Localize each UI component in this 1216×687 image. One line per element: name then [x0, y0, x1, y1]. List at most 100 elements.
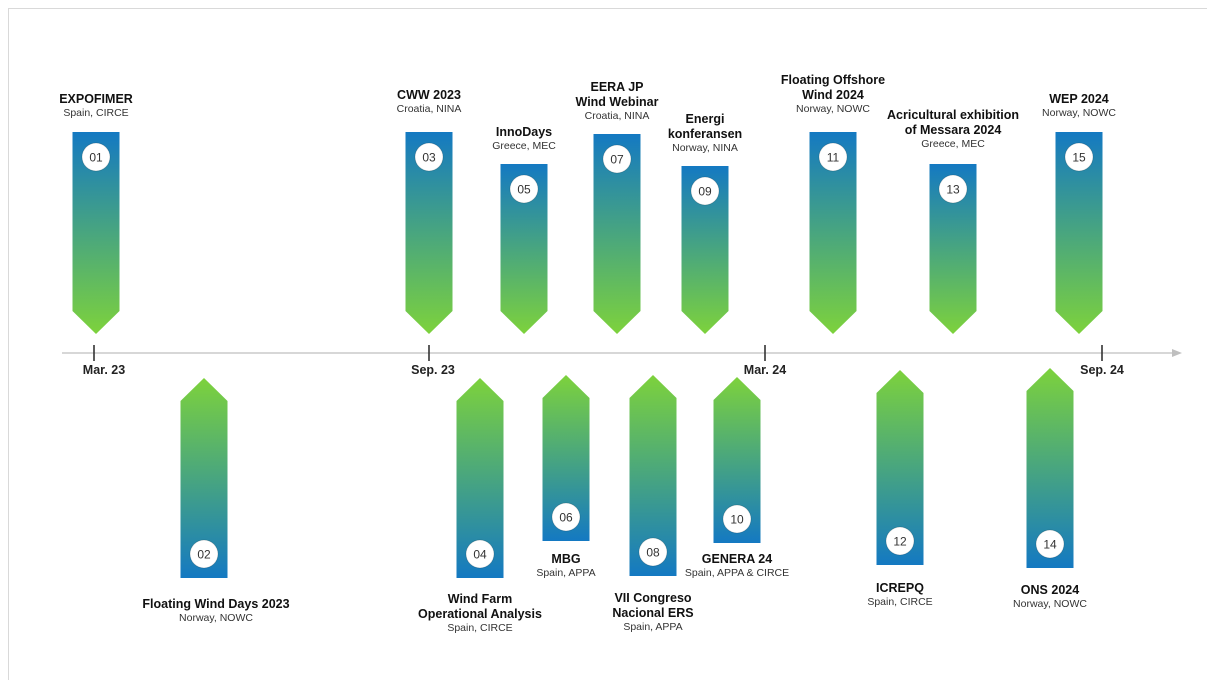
event-location: Norway, NOWC [1042, 107, 1116, 119]
event-number-badge [885, 526, 915, 556]
arrow-shape [180, 378, 228, 578]
event-number-badge [690, 176, 720, 206]
event-location: Spain, CIRCE [447, 622, 513, 634]
event-arrow-14: 14 [1026, 368, 1074, 568]
event-number: 13 [946, 183, 960, 197]
event-number-badge [465, 539, 495, 569]
event-label-12: ICREPQ Spain, CIRCE [867, 581, 932, 609]
event-arrow-12: 12 [876, 370, 924, 565]
event-label-01: EXPOFIMER Spain, CIRCE [59, 92, 133, 120]
timeline-axis [62, 345, 1182, 361]
event-arrow-08: 08 [629, 375, 677, 576]
event-label-06: MBG Spain, APPA [536, 552, 595, 580]
arrow-shape [405, 132, 453, 334]
event-title: Floating Offshore Wind 2024 [780, 73, 886, 102]
event-location: Spain, APPA & CIRCE [684, 567, 790, 579]
arrow-shape [72, 132, 120, 334]
event-location: Norway, NOWC [1013, 598, 1087, 610]
arrow-shape [681, 166, 729, 334]
event-label-14: ONS 2024 Norway, NOWC [1013, 583, 1087, 611]
event-number-badge [602, 144, 632, 174]
event-number-badge [938, 174, 968, 204]
event-number-badge [551, 502, 581, 532]
arrow-shape [593, 134, 641, 334]
event-label-02: Floating Wind Days 2023 Norway, NOWC [142, 597, 289, 625]
event-location: Norway, NOWC [179, 612, 253, 624]
event-number: 05 [517, 183, 531, 197]
event-title: VII Congreso Nacional ERS [612, 591, 694, 620]
event-location: Spain, APPA [623, 621, 683, 633]
event-arrow-02: 02 [180, 378, 228, 578]
event-location: Greece, MEC [921, 138, 985, 150]
event-number-badge [1035, 529, 1065, 559]
event-number-badge [189, 539, 219, 569]
event-number-badge [414, 142, 444, 172]
arrow-shape [809, 132, 857, 334]
event-arrow-15: 15 [1055, 132, 1103, 334]
event-arrow-05: 05 [500, 164, 548, 334]
event-label-10: GENERA 24 Spain, APPA & CIRCE [685, 552, 789, 580]
event-number: 06 [559, 511, 573, 525]
event-title: ONS 2024 [1020, 583, 1080, 597]
event-arrow-06: 06 [542, 375, 590, 541]
event-title: CWW 2023 [397, 88, 461, 102]
event-number: 07 [610, 153, 624, 167]
event-arrow-10: 10 [713, 377, 761, 543]
event-label-11: Floating Offshore Wind 2024 Norway, NOWC [781, 73, 885, 116]
event-number: 14 [1043, 538, 1057, 552]
event-location: Greece, MEC [492, 140, 556, 152]
event-arrow-07: 07 [593, 134, 641, 334]
event-arrow-03: 03 [405, 132, 453, 334]
event-location: Spain, CIRCE [867, 596, 933, 608]
event-label-15: WEP 2024 Norway, NOWC [1042, 92, 1116, 120]
event-title: Energi konferansen [667, 112, 743, 141]
axis-label-sep-24: Sep. 24 [1080, 363, 1124, 377]
event-number: 02 [197, 548, 211, 562]
axis-label-mar-24: Mar. 24 [743, 363, 787, 377]
event-location: Spain, APPA [536, 567, 596, 579]
event-number-badge [818, 142, 848, 172]
axis-label-mar-23: Mar. 23 [82, 363, 126, 377]
event-arrow-11: 11 [809, 132, 857, 334]
event-title: WEP 2024 [1049, 92, 1109, 106]
arrow-shape [1055, 132, 1103, 334]
event-arrows: 01 02 03 04 05 06 07 08 09 10 11 12 13 14 15 [72, 132, 1103, 578]
axis-label-sep-23: Sep. 23 [411, 363, 455, 377]
arrow-shape [876, 370, 924, 565]
event-number: 04 [473, 548, 487, 562]
event-location: Croatia, NINA [396, 103, 462, 115]
arrow-shape [629, 375, 677, 576]
arrow-shape [929, 164, 977, 334]
event-label-05: InnoDays Greece, MEC [492, 125, 556, 153]
event-label-13: Acricultural exhibition of Messara 2024 Gr… [887, 108, 1019, 151]
event-number: 11 [827, 151, 840, 165]
event-title: MBG [551, 552, 581, 566]
event-number-badge [638, 537, 668, 567]
event-title: InnoDays [495, 125, 553, 139]
event-arrow-04: 04 [456, 378, 504, 578]
event-label-07: EERA JP Wind Webinar Croatia, NINA [576, 80, 659, 123]
event-arrow-01: 01 [72, 132, 120, 334]
event-number: 10 [730, 513, 744, 527]
event-title: ICREPQ [876, 581, 924, 595]
event-title: Floating Wind Days 2023 [142, 597, 290, 611]
event-number-badge [722, 504, 752, 534]
event-location: Spain, CIRCE [63, 107, 129, 119]
event-number: 09 [698, 185, 712, 199]
event-location: Norway, NOWC [796, 103, 870, 115]
event-number: 01 [89, 151, 103, 165]
event-title: Wind Farm Operational Analysis [418, 592, 542, 621]
event-number: 03 [422, 151, 436, 165]
event-label-04: Wind Farm Operational Analysis Spain, CIRC… [418, 592, 542, 635]
event-title: Acricultural exhibition of Messara 2024 [887, 108, 1019, 137]
event-label-03: CWW 2023 Croatia, NINA [397, 88, 462, 116]
event-arrow-09: 09 [681, 166, 729, 334]
event-location: Croatia, NINA [584, 110, 650, 122]
arrow-shape [542, 375, 590, 541]
event-label-09: Energi konferansen Norway, NINA [668, 112, 742, 155]
diagram-frame [8, 8, 1207, 680]
event-number: 12 [893, 535, 907, 549]
event-location: Norway, NINA [672, 142, 738, 154]
event-number: 15 [1072, 151, 1086, 165]
